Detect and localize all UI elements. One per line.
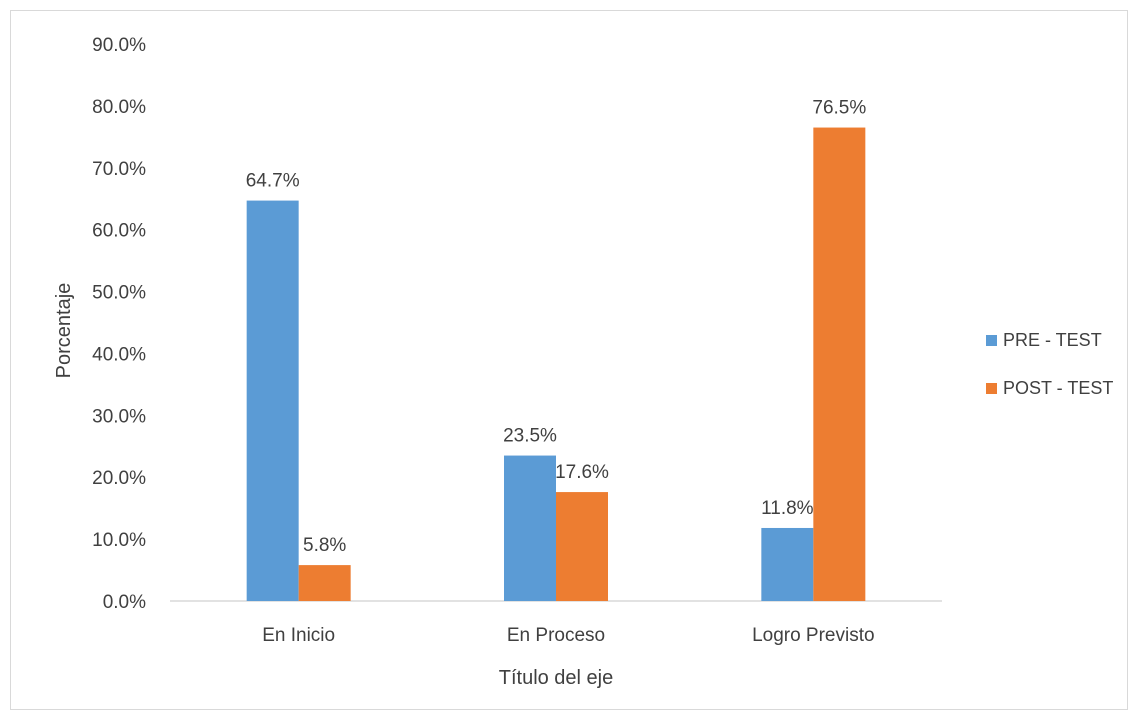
- bar: [556, 492, 608, 601]
- legend-label: PRE - TEST: [1003, 330, 1102, 350]
- y-tick-label: 50.0%: [92, 283, 146, 304]
- y-tick-label: 30.0%: [92, 406, 146, 427]
- data-label: 5.8%: [303, 535, 346, 556]
- bar: [298, 565, 351, 601]
- y-axis-ticks: 0.0% 10.0% 20.0% 30.0% 40.0% 50.0% 60.0% 70.0% 8…: [92, 35, 146, 613]
- bar: [813, 127, 866, 602]
- legend: PRE - TEST POST - TEST: [986, 330, 1113, 398]
- y-tick-label: 40.0%: [92, 344, 146, 365]
- x-axis-title: Título del eje: [499, 667, 614, 689]
- x-tick-label: Logro Previsto: [752, 625, 875, 646]
- y-tick-label: 60.0%: [92, 221, 146, 242]
- data-label: 17.6%: [555, 462, 609, 483]
- x-tick-label: En Inicio: [262, 625, 335, 646]
- data-label: 64.7%: [246, 171, 300, 192]
- y-tick-label: 20.0%: [92, 468, 146, 489]
- data-labels: 64.7% 5.8% 23.5% 17.6% 11.8% 76.5%: [246, 98, 867, 557]
- bar: [761, 527, 814, 601]
- y-axis-title: Porcentaje: [53, 283, 75, 379]
- y-tick-label: 0.0%: [103, 592, 146, 613]
- legend-swatch: [986, 383, 997, 394]
- x-axis-ticks: En Inicio En Proceso Logro Previsto: [262, 625, 874, 646]
- bar: [504, 455, 556, 601]
- y-tick-label: 70.0%: [92, 159, 146, 180]
- data-label: 76.5%: [812, 98, 866, 119]
- y-tick-label: 90.0%: [92, 35, 146, 56]
- bar: [246, 200, 299, 601]
- legend-label: POST - TEST: [1003, 378, 1113, 398]
- legend-swatch: [986, 335, 997, 346]
- bars: [246, 127, 866, 602]
- y-tick-label: 80.0%: [92, 97, 146, 118]
- data-label: 11.8%: [761, 498, 814, 519]
- x-tick-label: En Proceso: [507, 625, 605, 646]
- y-tick-label: 10.0%: [92, 530, 146, 551]
- data-label: 23.5%: [503, 426, 557, 447]
